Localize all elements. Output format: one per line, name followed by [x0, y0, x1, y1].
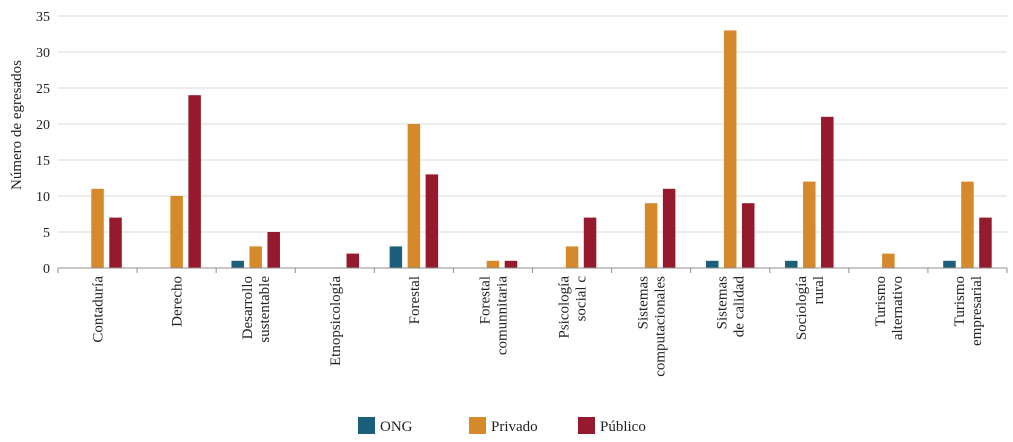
bar-ong-11 [943, 260, 956, 268]
bar-privado-10 [882, 253, 895, 268]
bar-ong-2 [231, 260, 244, 268]
y-tick-label: 30 [36, 46, 50, 61]
y-tick-label: 35 [36, 10, 50, 25]
legend-label-ong: ONG [380, 419, 413, 435]
bar-ong-4 [389, 246, 403, 268]
bar-privado-7 [644, 203, 658, 268]
x-category-label: empresarial [969, 276, 985, 346]
legend-label-público: Público [600, 419, 646, 435]
x-axis-category-labels: Contaduría Derecho Desarrollo sustentable Et… [91, 276, 986, 377]
bar-privado-9 [803, 181, 816, 268]
x-category-label: Etnopsicología [328, 276, 344, 366]
x-category-label: Forestal [478, 276, 494, 324]
x-category-label: rural [811, 276, 827, 304]
y-tick-label: 10 [36, 190, 50, 205]
x-category-label: alternativo [890, 276, 906, 340]
legend: ONG Privado Público [358, 417, 646, 435]
x-category-label: social c [574, 276, 590, 322]
y-tick-label: 25 [36, 82, 50, 97]
bar-privado-4 [407, 124, 421, 268]
x-category-label: computacionales [653, 276, 669, 377]
bar-privado-8 [723, 30, 737, 269]
bar-público-3 [346, 253, 360, 268]
bar-privado-5 [486, 260, 500, 268]
x-category-label: Forestal [407, 276, 423, 324]
x-category-label: sustentable [257, 276, 273, 343]
bar-público-7 [662, 188, 676, 268]
bar-privado-11 [961, 181, 974, 268]
x-category-label: de calidad [732, 276, 748, 338]
bar-público-11 [979, 217, 992, 268]
x-category-label: Turismo [952, 276, 968, 326]
x-category-label: comunnitaria [495, 276, 511, 355]
bars [91, 30, 992, 269]
bar-privado-1 [170, 196, 183, 268]
x-category-label: Turismo [873, 276, 889, 326]
bar-privado-2 [249, 246, 262, 268]
bar-público-8 [741, 203, 755, 268]
gridlines [58, 15, 1007, 269]
legend-label-privado: Privado [491, 419, 538, 435]
bar-ong-8 [705, 260, 719, 268]
bar-público-6 [583, 217, 597, 268]
bar-público-2 [267, 232, 280, 268]
bar-público-1 [188, 95, 201, 268]
legend-swatch-ong [358, 417, 375, 434]
bar-ong-9 [785, 260, 798, 268]
x-category-label: Derecho [170, 276, 186, 327]
x-category-label: Psicología [557, 276, 573, 339]
bar-público-4 [425, 174, 439, 268]
x-category-label: Sociología [794, 276, 810, 341]
legend-swatch-público [578, 417, 595, 434]
x-axis [57, 267, 1008, 273]
y-axis-title: Número de egresados [9, 60, 25, 190]
y-axis-ticks: 0 5 10 15 20 25 30 35 [36, 10, 50, 277]
legend-swatch-privado [469, 417, 486, 434]
bar-público-5 [504, 260, 518, 268]
y-tick-label: 20 [36, 118, 50, 133]
bar-privado-0 [91, 188, 104, 268]
x-category-label: Sistemas [715, 276, 731, 329]
bar-público-9 [821, 116, 834, 268]
y-tick-label: 5 [43, 226, 50, 241]
bar-público-0 [109, 217, 122, 268]
y-tick-label: 15 [36, 154, 50, 169]
bar-privado-6 [565, 246, 579, 268]
x-category-label: Sistemas [636, 276, 652, 329]
x-category-label: Contaduría [91, 276, 107, 343]
x-category-label: Desarrollo [240, 276, 256, 339]
y-tick-label: 0 [43, 262, 50, 277]
